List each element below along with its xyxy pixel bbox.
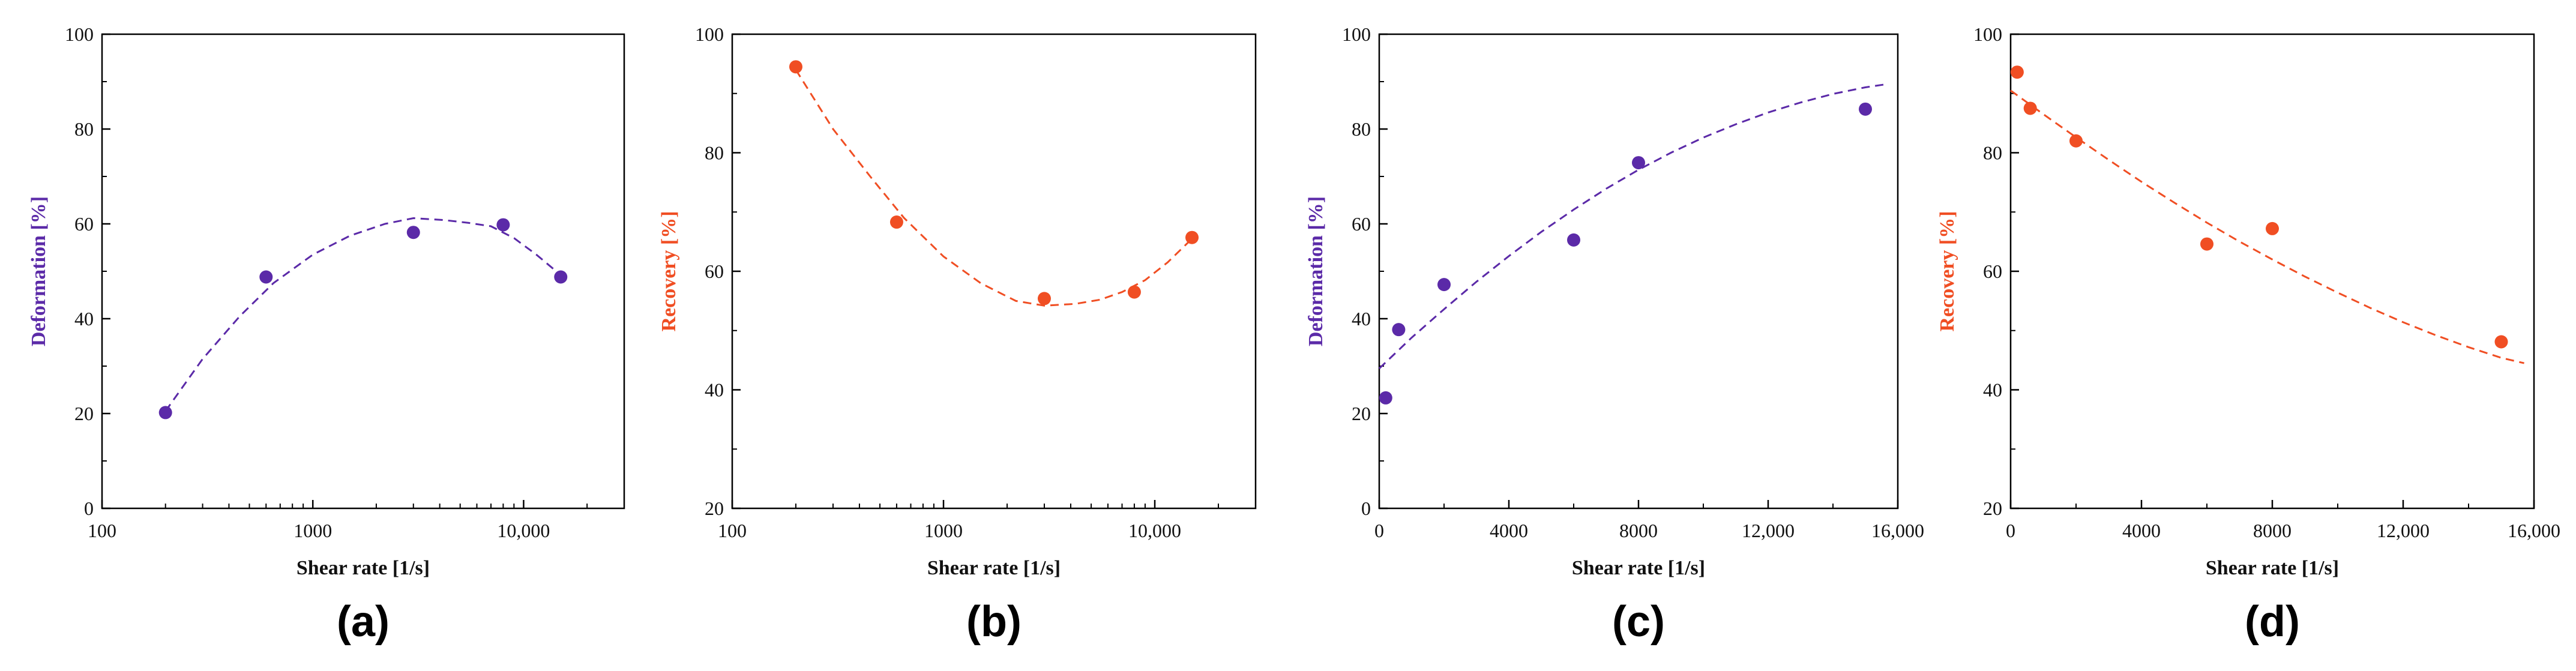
x-tick-label: 1000 xyxy=(924,520,963,541)
data-point xyxy=(2023,101,2037,115)
x-tick-label: 8000 xyxy=(2253,520,2292,541)
fit-curve xyxy=(2010,89,2524,364)
data-point xyxy=(2494,335,2508,349)
x-tick-label: 16,000 xyxy=(2508,520,2560,541)
y-tick-label: 80 xyxy=(1983,142,2002,164)
y-tick-label: 80 xyxy=(705,142,724,164)
data-point xyxy=(789,60,802,74)
x-axis-title: Shear rate [1/s] xyxy=(1572,557,1705,579)
y-tick-label: 0 xyxy=(1361,498,1371,519)
chart-panel-d: 20 40 60 80 100 0 4000 8000 12,000 16,000 Shear ra… xyxy=(1936,23,2560,646)
data-point xyxy=(259,270,273,284)
data-point xyxy=(158,406,172,420)
y-tick-label: 100 xyxy=(1342,23,1371,45)
y-tick-label: 100 xyxy=(65,23,94,45)
chart-panel-c: 0 20 40 60 80 100 0 4000 8000 12,000 16,000 Shear r… xyxy=(1305,23,1924,646)
y-tick-label: 20 xyxy=(1352,403,1371,424)
y-tick-label: 100 xyxy=(695,23,724,45)
y-tick-label: 40 xyxy=(74,308,94,329)
x-tick-label: 4000 xyxy=(2122,520,2161,541)
x-tick-label: 10,000 xyxy=(1128,520,1181,541)
y-tick-label: 60 xyxy=(74,213,94,235)
y-tick-label: 20 xyxy=(1983,498,2002,519)
panel-label: (a) xyxy=(337,598,390,646)
x-tick-label: 1000 xyxy=(293,520,332,541)
y-axis-title: Deformation [%] xyxy=(1305,196,1327,346)
y-tick-label: 60 xyxy=(1352,213,1371,235)
plot-frame xyxy=(731,33,1257,510)
y-axis-title: Recovery [%] xyxy=(1936,211,1958,331)
y-tick-label: 60 xyxy=(705,260,724,282)
data-point xyxy=(496,218,510,232)
y-tick-label: 80 xyxy=(1352,118,1371,140)
data-point xyxy=(2010,65,2024,79)
plot-frame xyxy=(101,33,625,510)
panel-label: (c) xyxy=(1612,598,1665,646)
data-point xyxy=(2200,237,2213,251)
plot-frame xyxy=(2009,33,2535,510)
y-tick-label: 0 xyxy=(84,498,94,519)
data-point xyxy=(1392,323,1406,337)
y-axis-title: Deformation [%] xyxy=(28,196,50,346)
y-axis-title: Recovery [%] xyxy=(658,211,680,331)
chart-panel-a: 0 20 40 60 80 100 100 1000 10,000 Shear rate [1/s… xyxy=(28,23,625,646)
data-point xyxy=(1567,233,1580,247)
x-tick-label: 100 xyxy=(88,520,116,541)
plot-frame xyxy=(1378,33,1899,510)
panel-label: (b) xyxy=(966,598,1022,646)
panel-label: (d) xyxy=(2245,598,2300,646)
x-tick-label: 12,000 xyxy=(2377,520,2430,541)
y-tick-label: 20 xyxy=(74,403,94,424)
x-tick-label: 0 xyxy=(2006,520,2015,541)
fit-curve xyxy=(795,69,1193,307)
x-axis-title: Shear rate [1/s] xyxy=(927,557,1061,579)
data-point xyxy=(1437,278,1451,292)
data-point xyxy=(2266,221,2279,235)
data-point xyxy=(889,215,903,229)
data-point xyxy=(1185,230,1199,244)
y-tick-label: 60 xyxy=(1983,260,2002,282)
data-point xyxy=(1859,102,1872,116)
fit-curve xyxy=(164,217,562,412)
y-tick-label: 40 xyxy=(705,379,724,401)
y-tick-label: 100 xyxy=(1973,23,2002,45)
x-axis-title: Shear rate [1/s] xyxy=(296,557,430,579)
data-point xyxy=(2069,134,2083,148)
y-tick-label: 40 xyxy=(1352,308,1371,329)
fit-curve xyxy=(1378,83,1889,370)
x-tick-label: 100 xyxy=(718,520,747,541)
x-tick-label: 12,000 xyxy=(1742,520,1795,541)
x-tick-label: 10,000 xyxy=(497,520,550,541)
data-point xyxy=(406,226,420,239)
data-point xyxy=(1037,292,1051,305)
chart-panel-b: 20 40 60 80 100 100 1000 10,000 Shear rate [1/s]… xyxy=(658,23,1257,646)
y-tick-label: 20 xyxy=(705,498,724,519)
x-tick-label: 8000 xyxy=(1619,520,1658,541)
y-tick-label: 80 xyxy=(74,118,94,140)
x-axis-title: Shear rate [1/s] xyxy=(2206,557,2339,579)
y-tick-label: 40 xyxy=(1983,379,2002,401)
data-point xyxy=(1632,156,1645,170)
x-tick-label: 0 xyxy=(1374,520,1384,541)
x-tick-label: 4000 xyxy=(1490,520,1528,541)
data-point xyxy=(554,270,568,284)
x-tick-label: 16,000 xyxy=(1871,520,1924,541)
data-point xyxy=(1379,391,1392,405)
data-point xyxy=(1127,285,1141,299)
